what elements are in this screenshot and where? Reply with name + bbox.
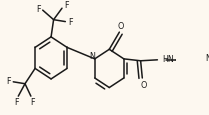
Text: F: F [6,77,10,86]
Text: N: N [89,52,95,61]
Text: F: F [36,5,41,14]
Text: N: N [205,54,209,63]
Text: F: F [68,18,73,27]
Text: F: F [14,98,19,106]
Text: F: F [30,98,35,106]
Text: HN: HN [162,55,174,64]
Text: O: O [141,80,147,89]
Text: F: F [64,1,68,10]
Text: O: O [118,22,124,31]
